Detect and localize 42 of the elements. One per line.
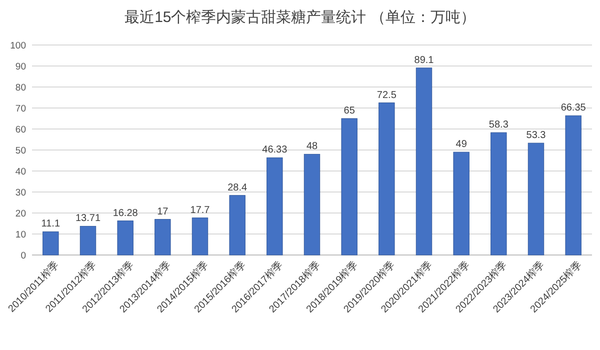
data-label: 13.71 bbox=[75, 213, 101, 224]
y-tick-label: 70 bbox=[15, 104, 26, 114]
data-label: 11.1 bbox=[41, 218, 60, 230]
bar bbox=[490, 132, 507, 256]
data-label: 53.3 bbox=[526, 130, 546, 142]
data-label: 17 bbox=[157, 206, 169, 218]
y-tick-label: 60 bbox=[15, 124, 26, 136]
bar bbox=[229, 195, 246, 256]
y-tick-label: 20 bbox=[15, 208, 26, 220]
bar bbox=[528, 142, 544, 256]
y-tick-label: 0 bbox=[20, 250, 26, 262]
data-label: 16.28 bbox=[112, 208, 138, 219]
bar bbox=[341, 118, 358, 256]
y-tick-label: 90 bbox=[15, 62, 26, 72]
y-tick-label: 80 bbox=[15, 82, 26, 94]
bar bbox=[80, 226, 96, 256]
data-label: 49 bbox=[456, 139, 468, 150]
y-tick-label: 30 bbox=[15, 188, 26, 198]
y-tick-label: 50 bbox=[15, 146, 26, 156]
data-label: 48 bbox=[306, 141, 318, 152]
data-label: 17.7 bbox=[190, 204, 210, 216]
bar bbox=[416, 68, 432, 256]
y-tick-label: 10 bbox=[15, 230, 26, 240]
data-label: 46.33 bbox=[262, 144, 288, 156]
y-tick-label: 100 bbox=[10, 40, 26, 52]
bar bbox=[154, 219, 171, 256]
data-label: 65 bbox=[344, 106, 356, 116]
bar bbox=[117, 220, 134, 256]
data-label: 58.3 bbox=[488, 120, 509, 131]
data-label: 72.5 bbox=[376, 90, 397, 101]
data-label: 66.35 bbox=[560, 102, 586, 114]
data-label: 28.4 bbox=[228, 182, 248, 194]
bar bbox=[565, 115, 582, 256]
chart-title: 最近15个榨季内蒙古甜菜糖产量统计 （单位：万吨） bbox=[124, 9, 476, 26]
bar bbox=[42, 231, 59, 256]
bar bbox=[378, 102, 395, 256]
bar bbox=[266, 157, 283, 256]
bar bbox=[192, 218, 208, 256]
y-tick-label: 40 bbox=[15, 166, 26, 178]
bar bbox=[453, 152, 470, 256]
bar bbox=[304, 154, 320, 256]
data-label: 89.1 bbox=[414, 54, 434, 66]
